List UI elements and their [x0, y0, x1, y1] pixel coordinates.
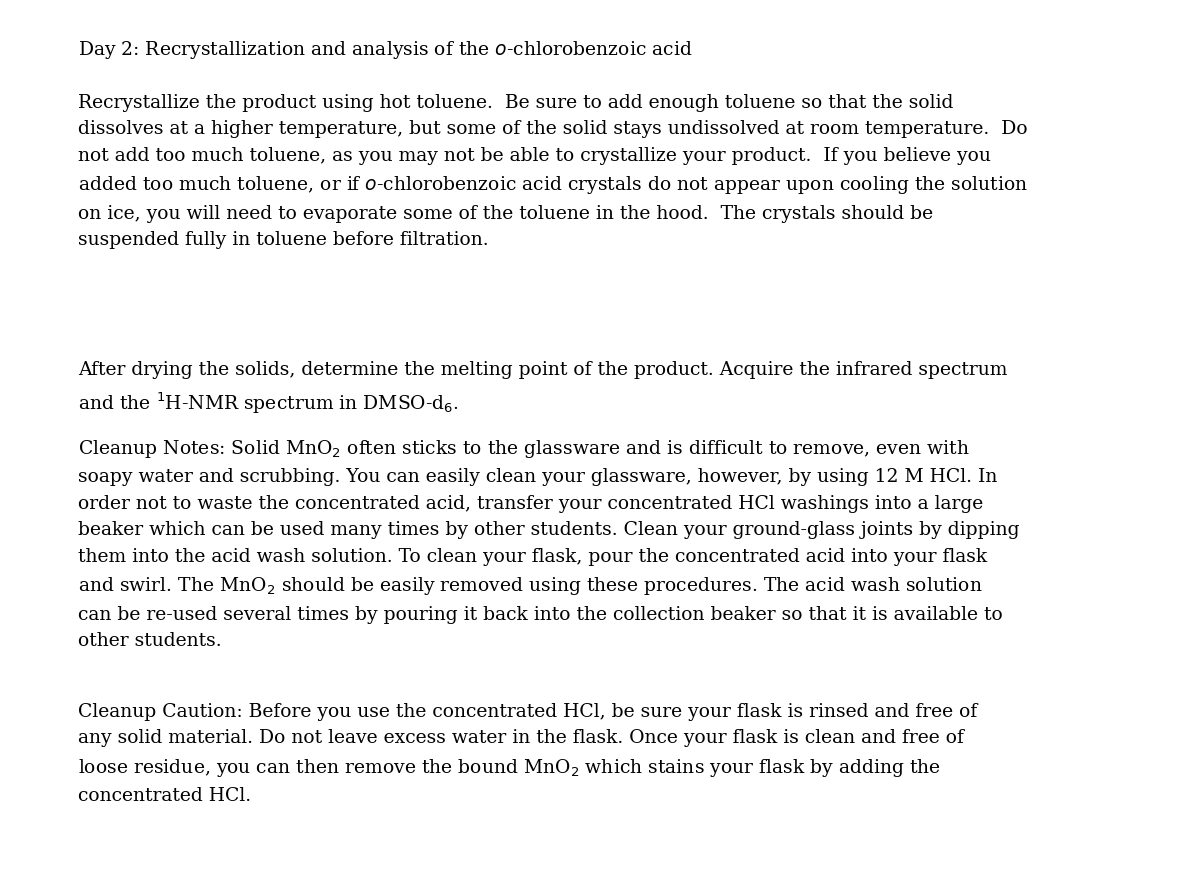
Text: Cleanup Caution: Before you use the concentrated HCl, be sure your flask is rins: Cleanup Caution: Before you use the conc… — [78, 703, 977, 805]
Text: Cleanup Notes: Solid MnO$_{2}$ often sticks to the glassware and is difficult to: Cleanup Notes: Solid MnO$_{2}$ often sti… — [78, 438, 1020, 650]
Text: Recrystallize the product using hot toluene.  Be sure to add enough toluene so t: Recrystallize the product using hot tolu… — [78, 94, 1028, 249]
Text: After drying the solids, determine the melting point of the product. Acquire the: After drying the solids, determine the m… — [78, 361, 1007, 416]
Text: Day 2: Recrystallization and analysis of the $\it{o}$-chlorobenzoic acid: Day 2: Recrystallization and analysis of… — [78, 39, 692, 61]
